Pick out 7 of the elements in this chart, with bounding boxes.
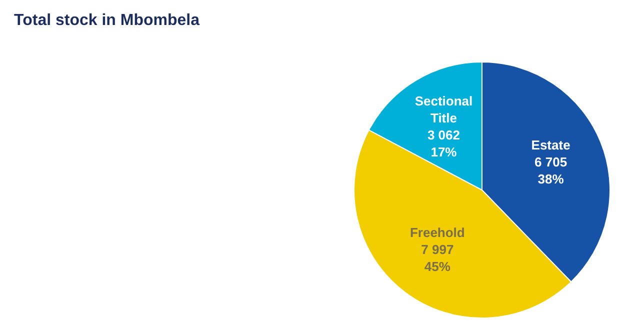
slice-label: Sectional Title [414,93,473,126]
data-label: 6 705 38% [534,154,568,187]
data-label: 7 997 45% [421,242,454,274]
slice-label: Estate [531,138,570,153]
slice-label: Freehold [410,224,465,240]
data-label: 3 062 17% [427,127,460,160]
text: Total stock in Mbombela [14,12,200,29]
